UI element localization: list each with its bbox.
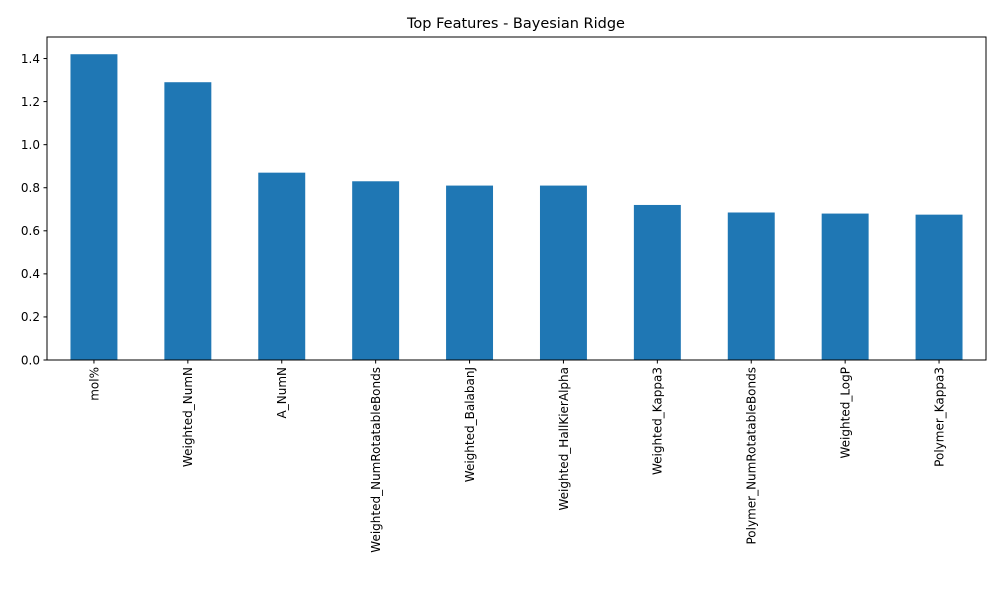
x-tick-label: Polymer_NumRotatableBonds	[745, 367, 759, 545]
bar-Polymer_NumRotatableBonds	[727, 212, 775, 360]
x-tick-label: Weighted_LogP	[838, 367, 852, 458]
y-tick-label: 0.0	[21, 353, 40, 367]
x-tick-label: Polymer_Kappa3	[932, 367, 946, 467]
x-tick-label: A_NumN	[275, 367, 289, 418]
x-tick-label: Weighted_Kappa3	[651, 367, 665, 475]
y-tick-label: 0.2	[21, 310, 40, 324]
bar-Polymer_Kappa3	[915, 214, 963, 360]
bar-Weighted_NumN	[164, 82, 212, 360]
y-tick-label: 0.4	[21, 267, 40, 281]
y-tick-label: 0.6	[21, 224, 40, 238]
bar-Weighted_Kappa3	[633, 204, 681, 360]
y-tick-label: 1.2	[21, 95, 40, 109]
bar-A_NumN	[258, 172, 306, 360]
x-tick-label: Weighted_NumN	[181, 367, 195, 467]
bar-Weighted_NumRotatableBonds	[352, 181, 400, 360]
x-tick-label: Weighted_HallKierAlpha	[557, 367, 571, 511]
bar-mol%	[70, 54, 118, 361]
bars-layer	[70, 54, 963, 361]
y-axis: 0.0 0.2 0.4 0.6 0.8 1.0 1.2 1.4	[21, 52, 47, 367]
x-tick-label: mol%	[87, 367, 101, 401]
y-tick-label: 1.0	[21, 138, 40, 152]
x-tick-label: Weighted_BalabanJ	[463, 367, 477, 482]
y-tick-label: 0.8	[21, 181, 40, 195]
bar-Weighted_LogP	[821, 213, 869, 360]
x-axis: mol% Weighted_NumN A_NumN Weighted_NumRotat…	[87, 360, 946, 553]
x-tick-label: Weighted_NumRotatableBonds	[369, 367, 383, 553]
plot-frame	[46, 36, 987, 361]
chart-title: Top Features - Bayesian Ridge	[406, 16, 625, 32]
y-tick-label: 1.4	[21, 52, 40, 66]
bar-Weighted_HallKierAlpha	[539, 185, 587, 360]
bar-Weighted_BalabanJ	[446, 185, 494, 360]
